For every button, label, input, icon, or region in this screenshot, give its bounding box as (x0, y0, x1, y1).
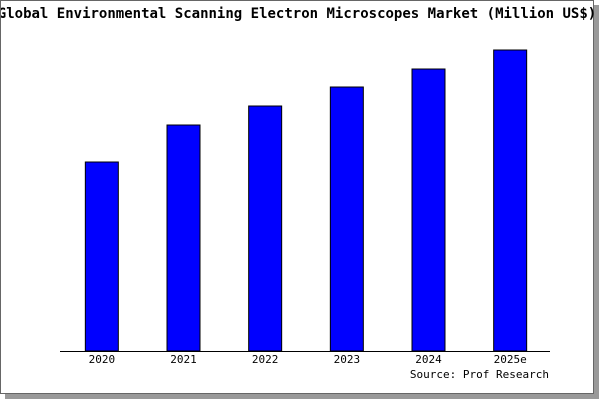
x-tick-label: 2020 (89, 353, 116, 366)
x-tick-label: 2024 (415, 353, 442, 366)
bar (166, 124, 201, 352)
chart-title: Global Environmental Scanning Electron M… (0, 6, 596, 22)
bar (248, 105, 283, 352)
x-tick-label: 2025e (494, 353, 527, 366)
bar (493, 49, 528, 352)
bar (411, 68, 446, 352)
bar (329, 86, 364, 352)
x-tick-label: 2022 (252, 353, 279, 366)
x-tick-label: 2023 (334, 353, 361, 366)
x-tick-label: 2021 (170, 353, 197, 366)
bar (84, 161, 119, 352)
source-note: Source: Prof Research (410, 368, 549, 381)
